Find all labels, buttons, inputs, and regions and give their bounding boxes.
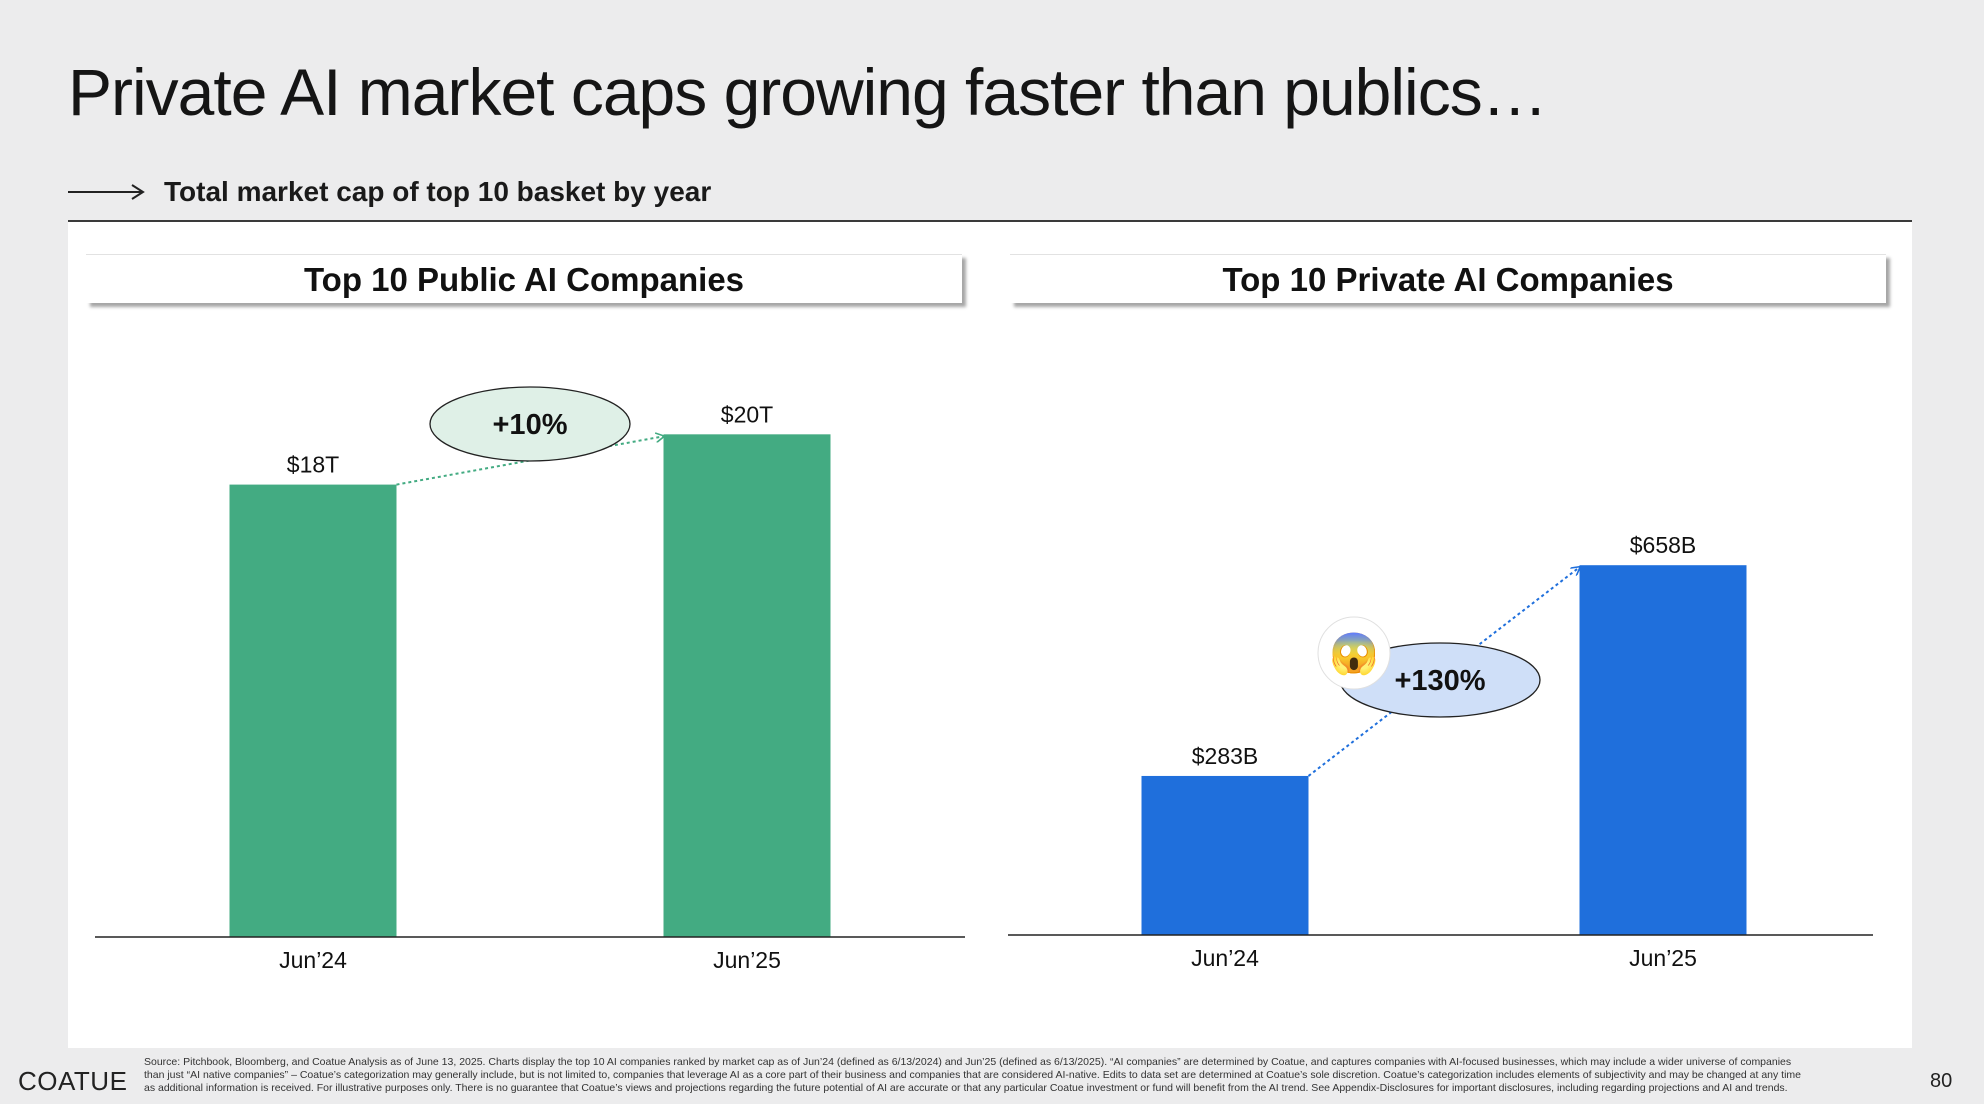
data-label: $283B	[1192, 743, 1259, 769]
emoji-badge	[1317, 616, 1391, 690]
x-tick-label: Jun’24	[1191, 945, 1259, 971]
bar-private-1	[1579, 565, 1747, 935]
growth-label: +10%	[493, 409, 568, 441]
x-tick-label: Jun’25	[1629, 945, 1697, 971]
bar-private-0	[1141, 775, 1309, 935]
data-label: $658B	[1630, 532, 1697, 558]
growth-label: +130%	[1394, 665, 1485, 697]
bar-public-0	[229, 484, 397, 937]
source-footnote: Source: Pitchbook, Bloomberg, and Coatue…	[144, 1056, 1802, 1094]
x-tick-label: Jun’24	[279, 947, 347, 973]
chart-title-public: Top 10 Public AI Companies	[86, 254, 962, 303]
page-title: Private AI market caps growing faster th…	[68, 55, 1548, 129]
page-number: 80	[1930, 1070, 1953, 1092]
divider	[68, 220, 1912, 222]
bar-public-1	[663, 434, 831, 937]
chart-title-private: Top 10 Private AI Companies	[1010, 254, 1886, 303]
data-label: $18T	[287, 452, 339, 478]
arrow-right-icon	[68, 184, 145, 200]
coatue-logo: COATUE	[18, 1066, 128, 1096]
chart-subtitle: Total market cap of top 10 basket by yea…	[164, 176, 712, 207]
growth-bubble	[429, 386, 631, 462]
data-label: $20T	[721, 401, 773, 427]
x-tick-label: Jun’25	[713, 947, 781, 973]
screaming-face-icon: 😱	[1329, 632, 1379, 677]
